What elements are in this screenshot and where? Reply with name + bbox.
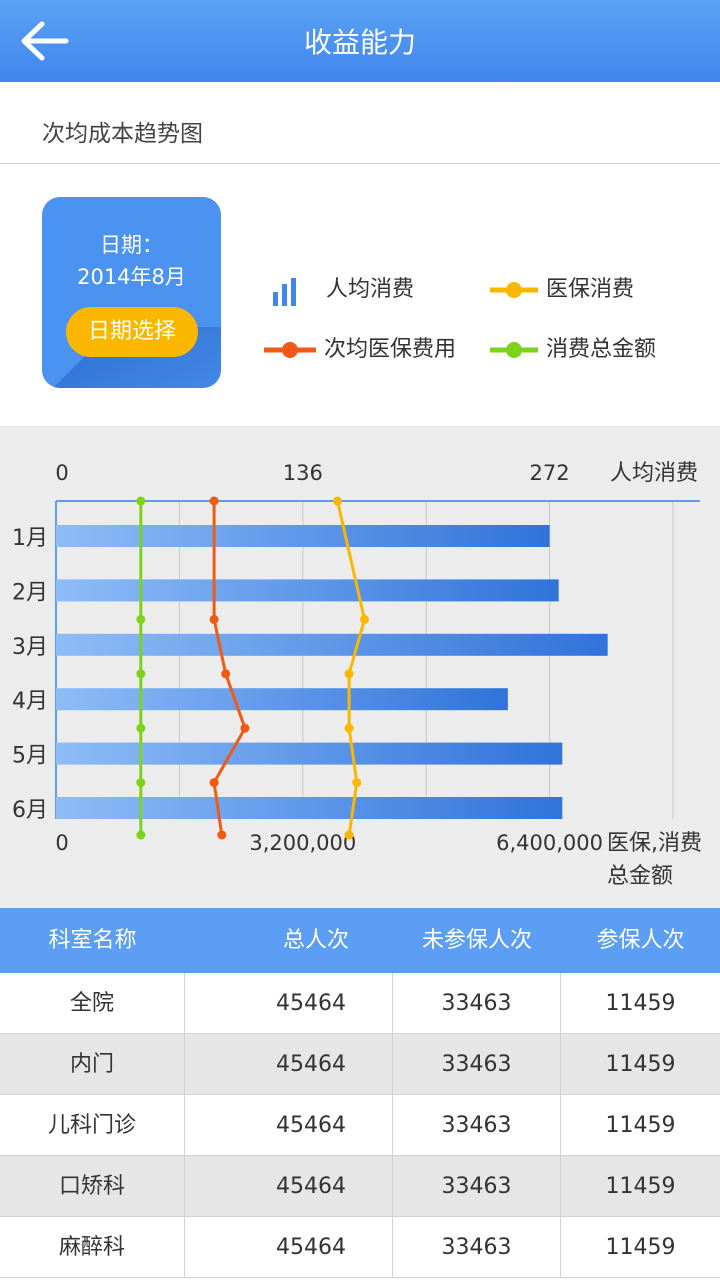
table-cell: 45464 [185,1034,393,1095]
table-row[interactable]: 口矫科 45464 33463 11459 [0,1156,720,1217]
series-point [136,723,146,733]
table-cell: 11459 [605,1052,676,1077]
line-marker-icon [490,282,538,298]
series-point [136,778,146,788]
bottom-tick-label: 6,400,000 [496,831,603,855]
table-cell: 麻醉科 [0,1217,185,1278]
back-button[interactable] [14,14,74,68]
series-point [217,830,227,840]
table-cell: 33463 [393,1156,561,1217]
table-cell: 33463 [393,1217,561,1278]
category-label: 2月 [12,580,48,605]
legend-label: 医保消费 [546,277,635,302]
arrow-left-icon [21,21,69,61]
bar [56,742,563,765]
table-cell: 33463 [393,1034,561,1095]
table-cell: 11459 [605,1113,676,1138]
series-line [212,501,247,836]
legend-item-avg-insurance: 次均医保费用 [262,332,482,368]
table-cell: 45464 [185,973,393,1034]
table-cell: 45464 [185,1217,393,1278]
series-line [336,500,367,836]
chart: 0 136 272 人均消费 0 3,200,000 6,400,000 医保,消费总金额 1月… [0,426,720,908]
bottom-tick-label: 3,200,000 [249,831,356,855]
series-point [344,669,354,679]
table-cell: 11459 [605,1235,676,1260]
legend-item-insurance: 医保消费 [488,272,708,308]
series-point [352,778,362,788]
table-cell: 11459 [605,991,676,1016]
series-point [209,614,219,624]
series-point [360,614,369,624]
column-header: 总人次 [282,928,349,953]
chart-section-header: 次均成本趋势图 [0,82,720,164]
bottom-axis-label: 医保,消费 [607,831,702,856]
bottom-axis-label: 总金额 [607,864,673,889]
table-cell: 内门 [0,1034,185,1095]
category-label: 1月 [12,526,48,551]
table-cell: 口矫科 [0,1156,185,1217]
department-table: 科室名称 总人次 未参保人次 参保人次 全院 45464 33463 11459… [0,908,720,1278]
table-cell: 11459 [605,1174,676,1199]
top-tick-label: 272 [530,461,570,485]
series-point [136,669,146,679]
bar [56,579,559,602]
bar [56,688,508,711]
date-label: 日期： [100,233,163,257]
table-cell: 全院 [0,973,185,1034]
table-cell: 45464 [185,1095,393,1156]
app-header: 收益能力 [0,0,720,82]
table-row[interactable]: 儿科门诊 45464 33463 11459 [0,1095,720,1156]
category-label: 6月 [12,798,48,823]
date-select-button[interactable]: 日期选择 [66,307,198,357]
legend-label: 次均医保费用 [324,337,457,362]
series-point [209,778,219,788]
legend-label: 人均消费 [326,277,415,302]
legend-item-per-capita: 人均消费 [268,272,468,308]
series-point [136,614,146,624]
bar [56,797,563,819]
date-card: 日期： 2014年8月 日期选择 [42,197,221,388]
column-header: 未参保人次 [421,928,532,953]
table-cell: 45464 [185,1156,393,1217]
series-point [240,723,250,733]
table-row[interactable]: 内门 45464 33463 11459 [0,1034,720,1095]
chart-section-title: 次均成本趋势图 [42,121,203,147]
bottom-tick-label: 0 [55,831,68,855]
top-tick-label: 136 [283,461,323,485]
table-row[interactable]: 麻醉科 45464 33463 11459 [0,1217,720,1278]
table-cell: 儿科门诊 [0,1095,185,1156]
table-row[interactable]: 全院 45464 33463 11459 [0,973,720,1034]
bar [56,525,550,547]
chart-controls: 日期： 2014年8月 日期选择 人均消费 医保消费 次均医保费用 消费总金额 [0,164,720,426]
series-point [136,496,146,506]
series-point [136,830,146,840]
page-title: 收益能力 [303,26,416,59]
series-point [221,669,231,679]
category-label: 4月 [12,689,48,714]
series-point [344,723,354,733]
legend-item-total: 消费总金额 [488,332,708,368]
category-label: 5月 [12,744,48,769]
bar-chart-icon [273,278,296,306]
table-header: 科室名称 总人次 未参保人次 参保人次 [0,908,720,973]
table-cell: 33463 [393,973,561,1034]
column-header: 科室名称 [48,928,137,953]
bar [56,633,608,656]
top-axis-label: 人均消费 [610,461,698,486]
legend-label: 消费总金额 [546,337,657,362]
line-marker-icon [490,342,538,358]
column-header: 参保人次 [596,928,685,953]
series-point [209,496,219,506]
series-point [344,830,354,840]
table-cell: 33463 [393,1095,561,1156]
date-value: 2014年8月 [77,265,186,289]
top-tick-label: 0 [55,461,68,485]
line-marker-icon [264,342,316,358]
series-point [333,496,343,506]
category-label: 3月 [12,635,48,660]
combo-chart: 0 136 272 人均消费 0 3,200,000 6,400,000 医保,消费总金额 1月… [12,461,702,889]
